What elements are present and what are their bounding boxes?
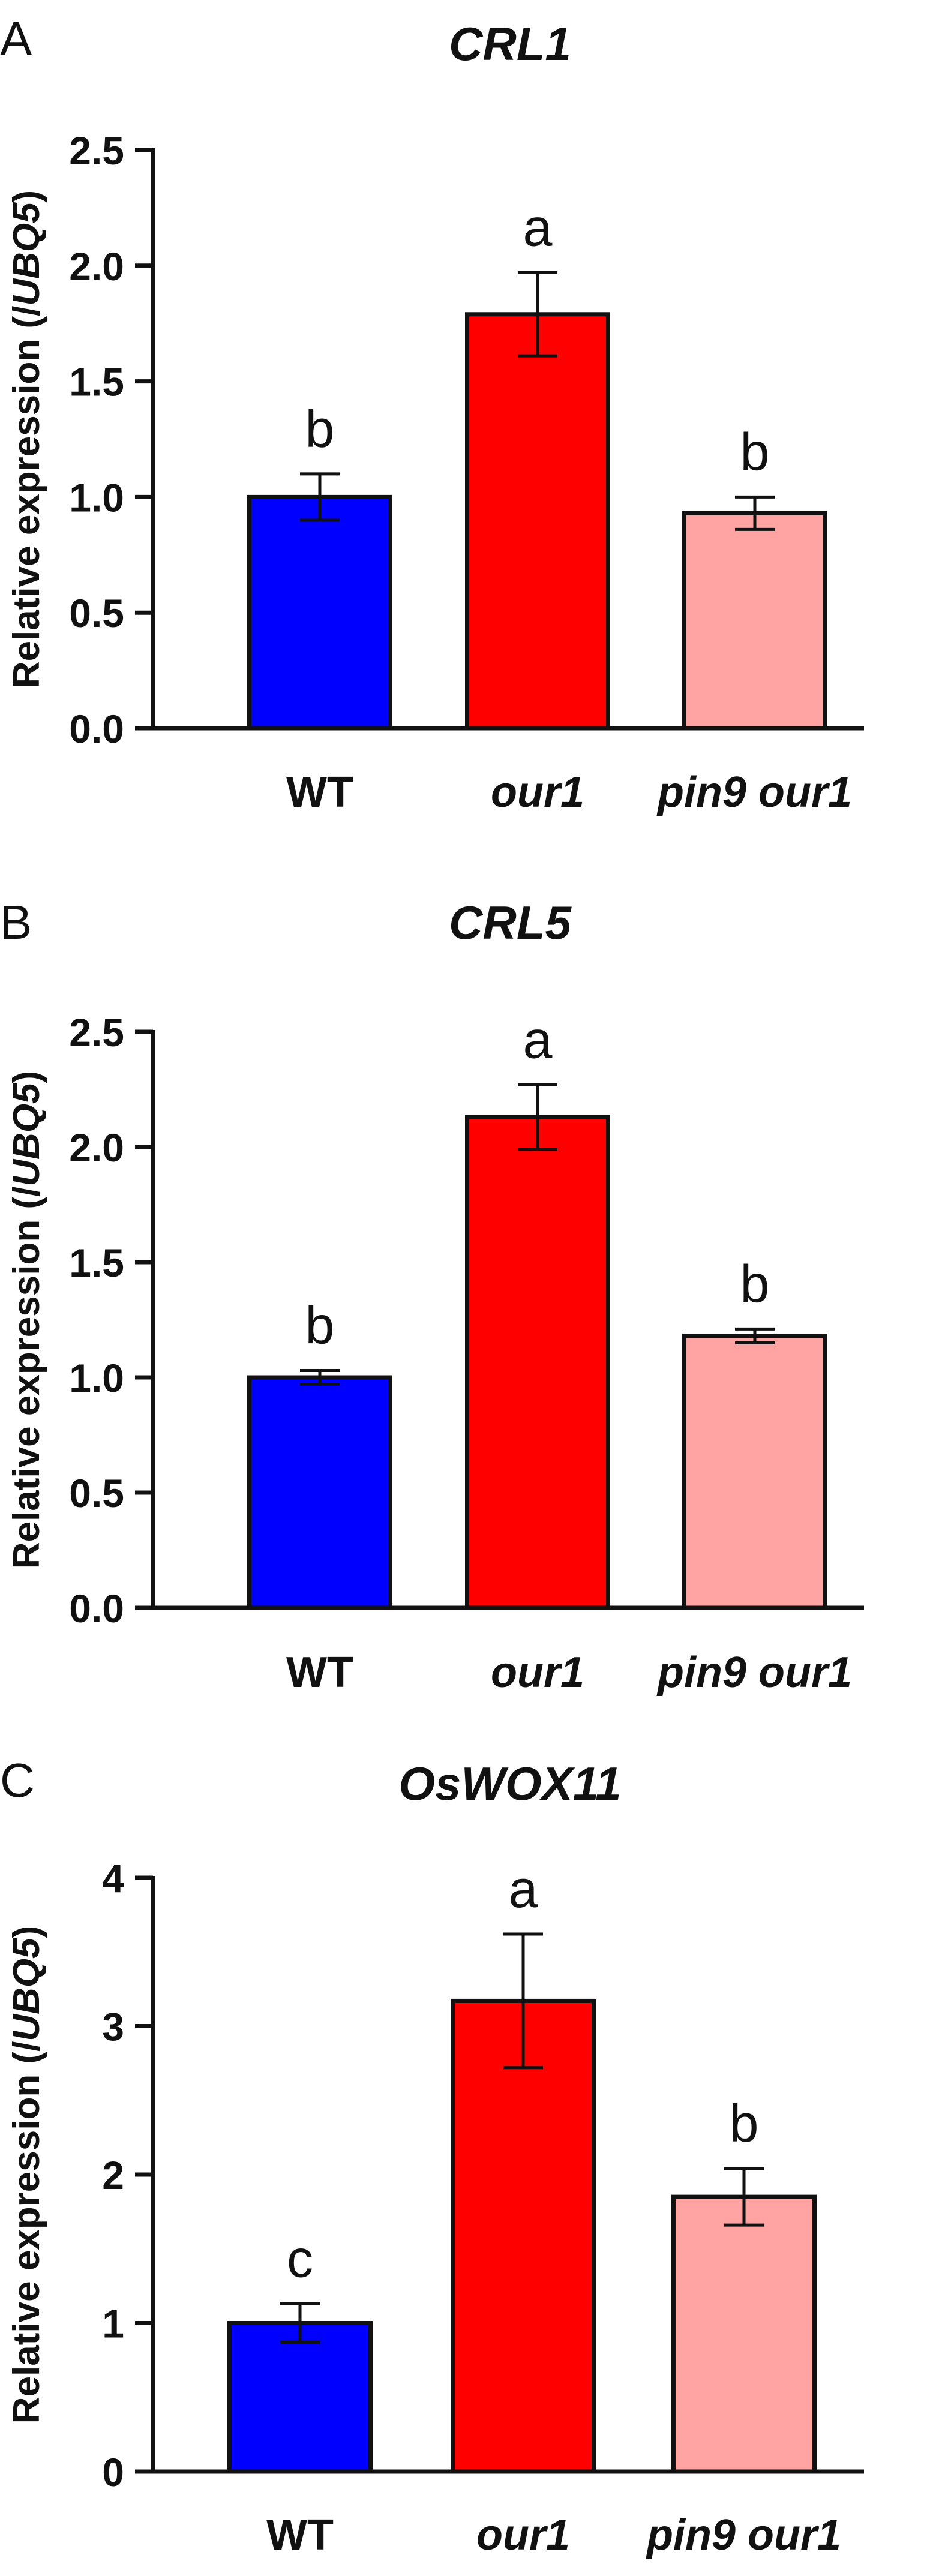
bar-1	[465, 312, 610, 731]
y-axis-label-part: )	[6, 1926, 47, 1938]
error-bar-1	[518, 271, 557, 358]
x-tick-label-0: WT	[286, 768, 353, 816]
y-axis-label-part: UBQ5	[6, 202, 47, 306]
y-tick-label: 0	[102, 2450, 124, 2494]
y-tick-label: 0.0	[69, 1586, 124, 1631]
error-bar-0	[300, 1368, 340, 1386]
y-tick-label: 0.5	[69, 591, 124, 635]
x-tick-label-2: pin9 our1	[656, 1649, 852, 1697]
y-axis-label: Relative expression (/UBQ5)	[6, 1926, 47, 2424]
y-tick-label: 1.5	[69, 360, 124, 404]
error-bar-0	[280, 2302, 320, 2344]
chart-panel-a: A CRL1 Relative expression (/UBQ5) b WT a our1…	[0, 12, 864, 816]
error-bar-1	[503, 1932, 543, 2070]
bar-1	[451, 1998, 596, 2474]
bar-2	[682, 1334, 827, 1610]
x-tick-label-0: WT	[266, 2511, 334, 2559]
chart-panel-c: C OsWOX11 Relative expression (/UBQ5) c WT a o…	[0, 1754, 864, 2559]
chart-title: CRL1	[449, 17, 571, 70]
bar-0	[227, 2321, 373, 2474]
x-tick-label-0: WT	[286, 1649, 353, 1697]
y-axis-label-part: UBQ5	[6, 1082, 47, 1187]
y-axis-label: Relative expression (/UBQ5)	[6, 190, 47, 688]
x-tick-label-1: our1	[476, 2511, 570, 2559]
y-axis-label-part: UBQ5	[6, 1937, 47, 2041]
y-tick-label: 1.0	[69, 1356, 124, 1400]
y-axis-label-part: Relative expression (/	[6, 1187, 47, 1569]
x-tick-label-2: pin9 our1	[646, 2511, 841, 2559]
error-bar-2	[735, 495, 775, 531]
y-axis-label-part: Relative expression (/	[6, 306, 47, 689]
x-tick-label-1: our1	[491, 1649, 584, 1697]
significance-letter-0: b	[305, 1295, 335, 1355]
bar-1	[465, 1115, 610, 1610]
chart-title: CRL5	[449, 896, 572, 949]
y-axis-label-part: )	[6, 1071, 47, 1083]
bar-2	[671, 2194, 817, 2474]
y-tick-label: 0.5	[69, 1471, 124, 1515]
significance-letter-2: b	[730, 2094, 759, 2153]
significance-letter-2: b	[740, 1254, 770, 1313]
significance-letter-0: b	[305, 399, 335, 458]
y-tick-label: 1.5	[69, 1241, 124, 1285]
y-tick-label: 3	[102, 2005, 124, 2049]
error-bar-0	[300, 472, 340, 522]
y-axis-label-part: )	[6, 190, 47, 203]
bar-0	[247, 1375, 392, 1610]
y-tick-label: 0.0	[69, 707, 124, 751]
error-bar-2	[735, 1327, 775, 1344]
significance-letter-1: a	[523, 197, 553, 257]
x-tick-label-1: our1	[491, 768, 584, 816]
chart-title: OsWOX11	[398, 1757, 621, 1810]
y-tick-label: 1.0	[69, 475, 124, 520]
panel-label: A	[0, 12, 32, 65]
significance-letter-1: a	[509, 1859, 538, 1919]
chart-panel-b: B CRL5 Relative expression (/UBQ5) b WT a our1…	[0, 896, 864, 1697]
y-tick-label: 2.0	[69, 244, 124, 289]
error-bar-1	[518, 1083, 557, 1151]
x-tick-label-2: pin9 our1	[656, 768, 852, 816]
y-axis-label-part: Relative expression (/	[6, 2041, 47, 2424]
y-axis-label: Relative expression (/UBQ5)	[6, 1071, 47, 1569]
y-tick-label: 1	[102, 2302, 124, 2346]
y-tick-label: 2.0	[69, 1125, 124, 1170]
panel-label: B	[0, 896, 32, 949]
bar-2	[682, 511, 827, 731]
y-tick-label: 4	[102, 1856, 124, 1901]
y-tick-label: 2.5	[69, 1010, 124, 1055]
bar-0	[247, 494, 392, 731]
significance-letter-0: c	[287, 2229, 313, 2288]
panel-label: C	[0, 1754, 35, 1807]
y-tick-label: 2	[102, 2153, 124, 2197]
y-tick-label: 2.5	[69, 128, 124, 173]
significance-letter-1: a	[523, 1010, 553, 1069]
significance-letter-2: b	[740, 422, 770, 481]
error-bar-2	[724, 2167, 764, 2227]
